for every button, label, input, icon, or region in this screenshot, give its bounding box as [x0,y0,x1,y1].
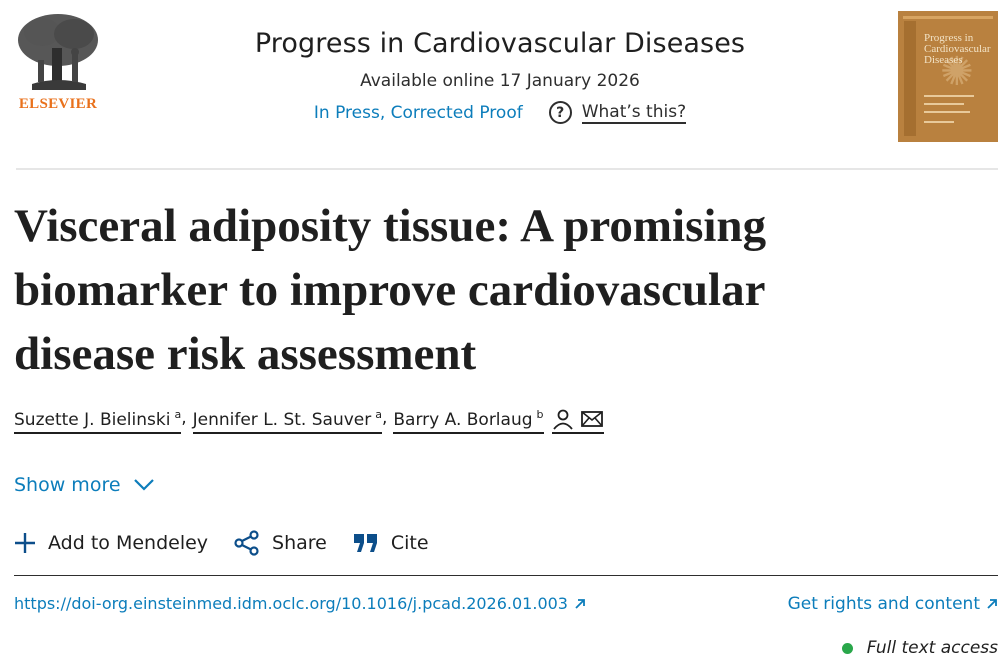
author-name: Jennifer L. St. Sauver [192,410,372,430]
author-affiliation: a [174,408,182,421]
external-link-icon [575,598,585,609]
cover-text-line [924,111,970,113]
access-indicator: Full text access [841,638,998,658]
author-link[interactable]: Barry A. Borlaug b [393,408,544,434]
cover-spine [904,21,916,136]
cover-ornament-icon: ✺ [940,50,974,94]
publisher-name: ELSEVIER [18,96,98,112]
author-separator: , [381,408,388,428]
author-separator: , [181,408,187,428]
plus-icon [15,533,35,553]
question-circle-icon[interactable]: ? [548,101,572,124]
quote-icon [353,534,377,552]
access-status-dot-icon [841,642,853,654]
author-affiliation: b [536,408,544,421]
cite-button[interactable]: Cite [353,532,429,554]
journal-title[interactable]: Progress in Cardiovascular Diseases [254,28,746,59]
cover-text-line [924,121,954,123]
author-list: Suzette J. Bielinski a, Jennifer L. St. S… [14,408,604,434]
rights-text: Get rights and content [787,594,980,614]
share-button[interactable]: Share [234,530,327,556]
author-link[interactable]: Jennifer L. St. Sauver a [192,408,382,434]
author-link[interactable]: Suzette J. Bielinski a [14,408,182,434]
doi-link[interactable]: https://doi-org.einsteinmed.idm.oclc.org… [14,594,586,613]
tree-logo-icon [18,14,98,90]
header: ELSEVIER Progress in Cardiovascular Dise… [0,0,1006,170]
author-affiliation: a [375,408,382,421]
article-actions: Add to Mendeley Share Cite [14,530,455,556]
chevron-down-icon [133,479,154,491]
journal-cover-image[interactable]: ✺ Progress in Cardiovascular Diseases [898,11,998,142]
external-link-icon [987,599,997,609]
person-icon [552,409,573,430]
article-status-link[interactable]: In Press, Corrected Proof [313,102,523,123]
whats-this-link[interactable]: What’s this? [581,101,687,124]
cover-title: Progress in Cardiovascular Diseases [924,33,991,66]
cover-top-rule [903,16,993,19]
action-label: Add to Mendeley [48,532,209,554]
cover-title-line: Diseases [924,54,963,66]
author-name: Barry A. Borlaug [393,410,533,430]
show-more-button[interactable]: Show more [14,474,155,496]
get-rights-link[interactable]: Get rights and content [788,594,998,614]
envelope-icon [580,411,603,427]
doi-text: https://doi-org.einsteinmed.idm.oclc.org… [14,594,568,613]
access-text: Full text access [866,638,998,658]
cover-text-line [924,103,964,105]
action-label: Cite [390,532,429,554]
available-online-date: Available online 17 January 2026 [360,71,640,91]
cover-title-line: Progress in [924,32,974,44]
action-label: Share [272,532,327,554]
author-name: Suzette J. Bielinski [14,410,171,430]
journal-block: Progress in Cardiovascular Diseases Avai… [160,28,840,124]
cover-title-line: Cardiovascular [924,43,991,55]
show-more-label: Show more [14,474,121,496]
share-icon [234,530,259,556]
actions-divider [14,575,998,576]
cover-text-line [924,95,974,97]
article-title: Visceral adiposity tissue: A promising b… [14,200,767,380]
elsevier-logo[interactable]: ELSEVIER [12,10,104,112]
author-contact-icons[interactable] [551,408,604,434]
add-to-mendeley-button[interactable]: Add to Mendeley [14,532,208,554]
header-divider [16,168,998,170]
article-status-row: In Press, Corrected Proof ? What’s this? [160,101,840,124]
